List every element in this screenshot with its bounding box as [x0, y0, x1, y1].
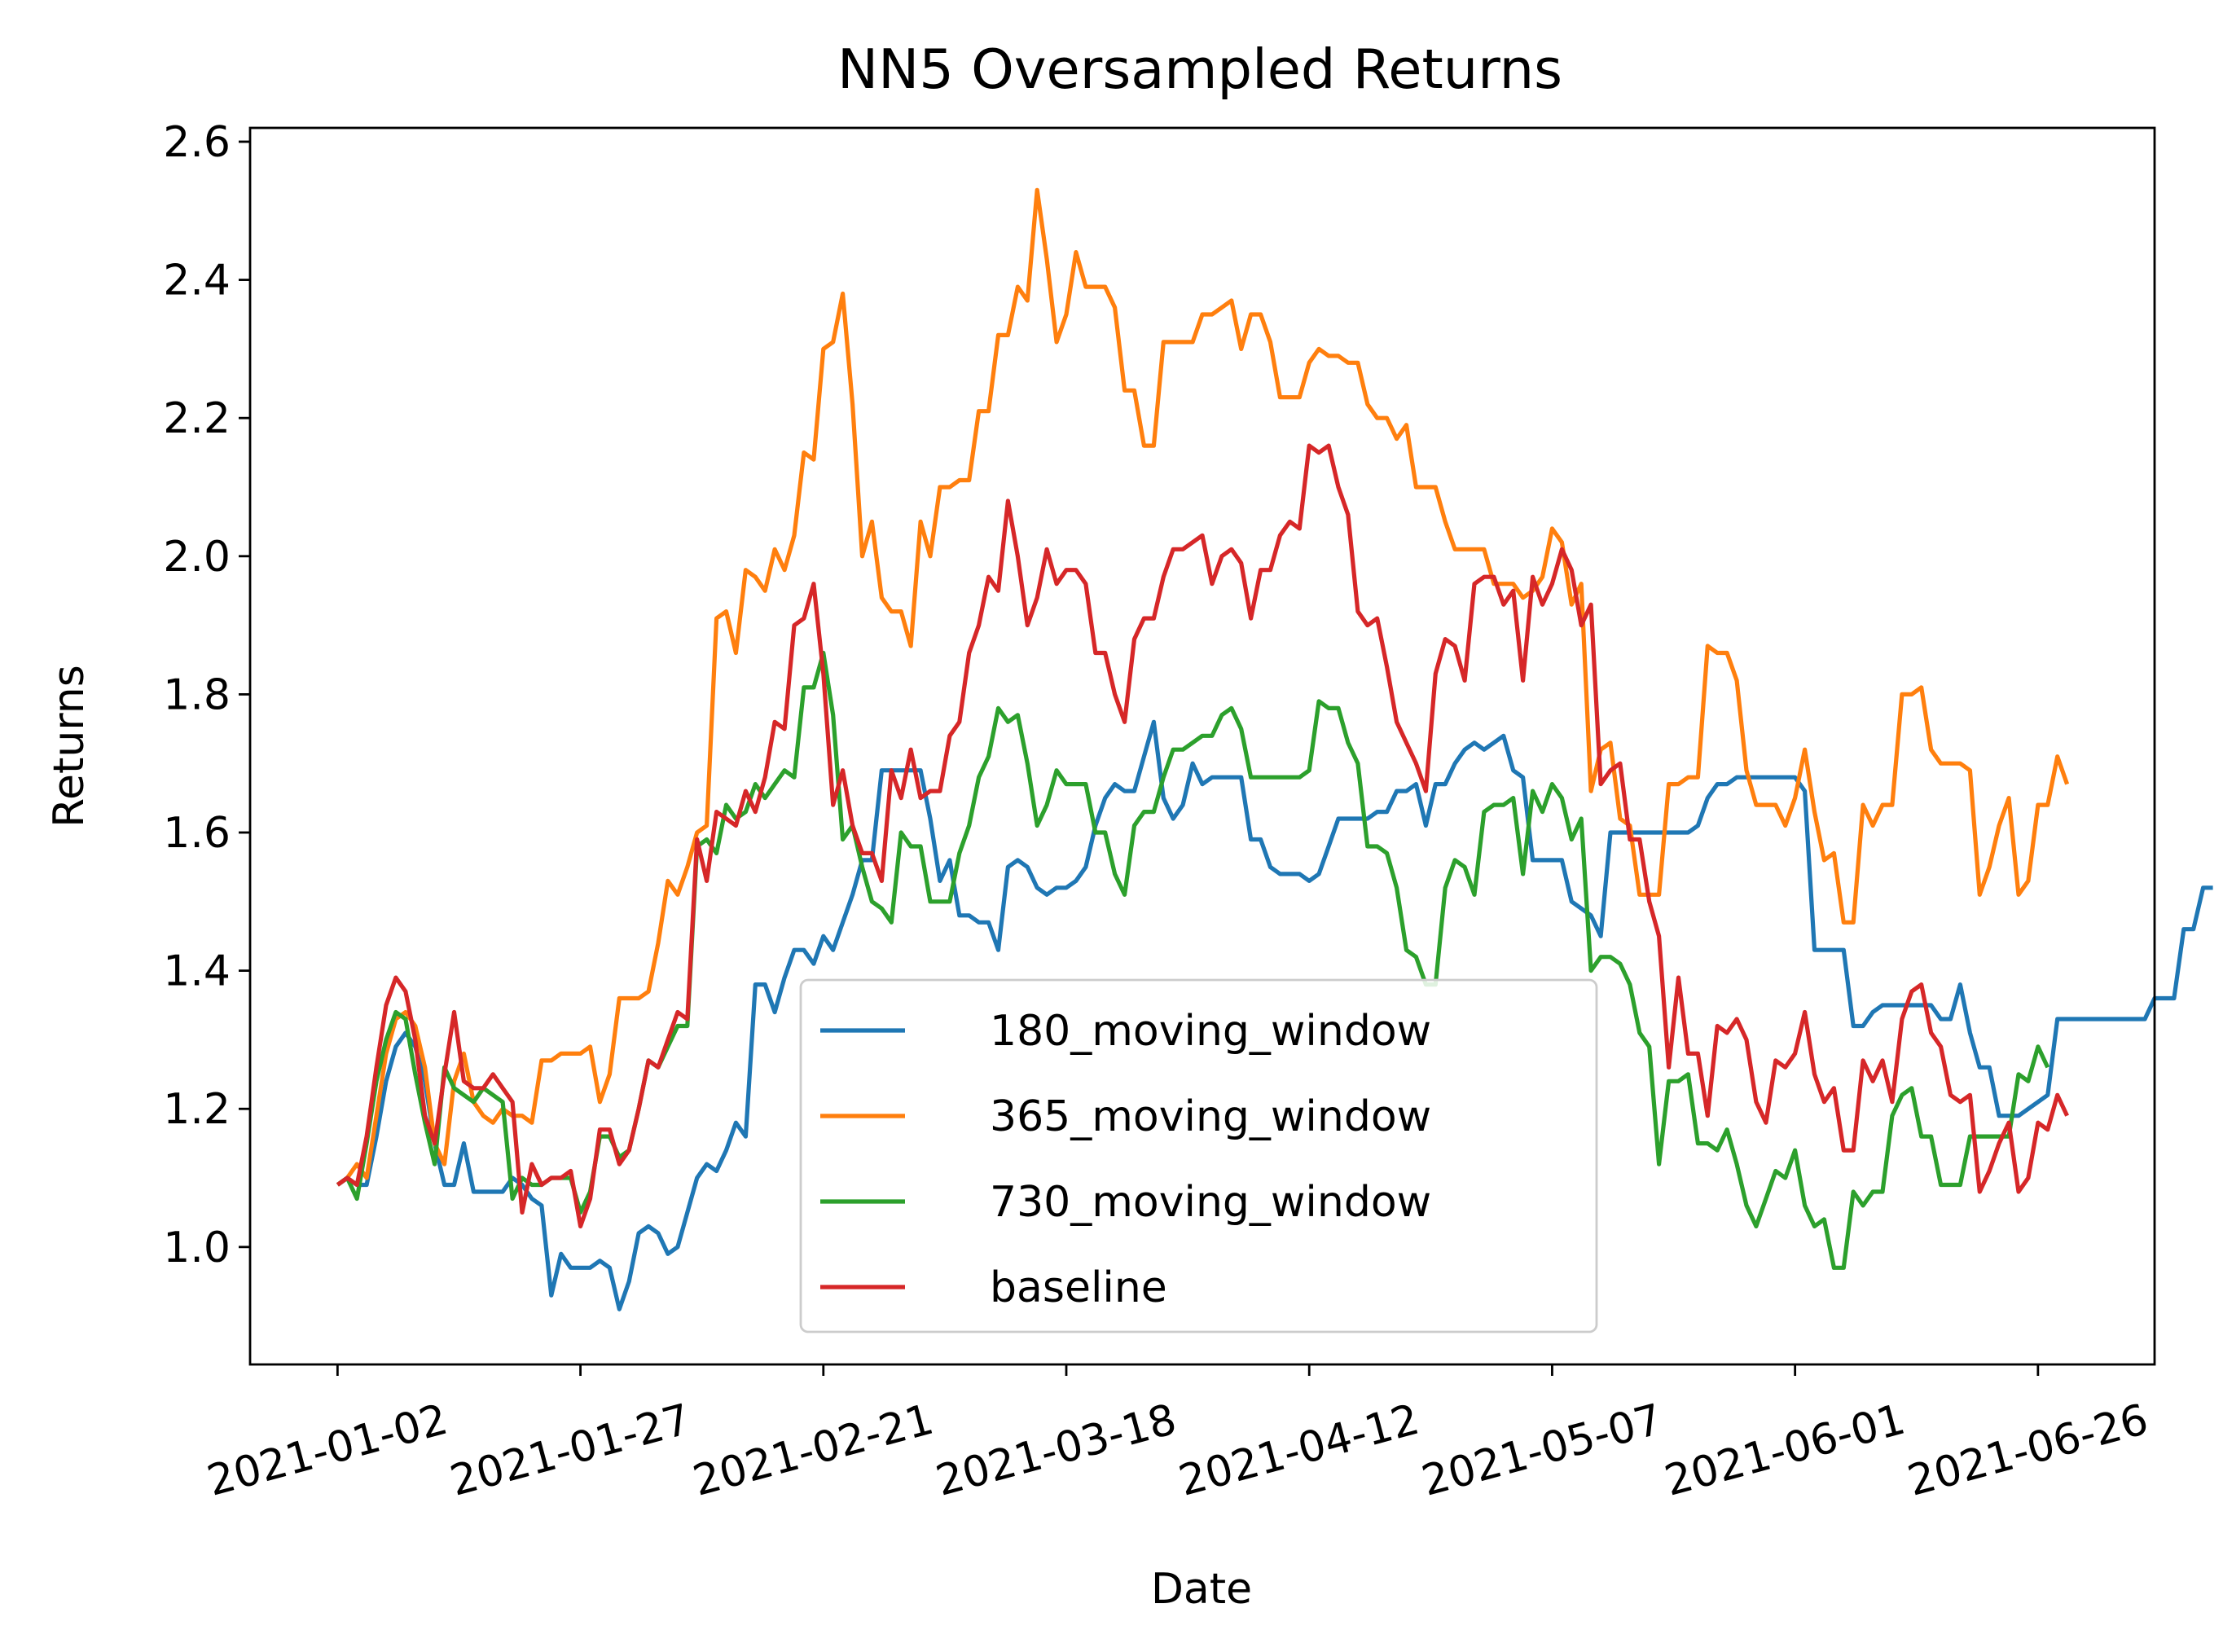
- y-tick-label: 1.6: [163, 809, 231, 858]
- plot-frame: [248, 126, 2156, 1366]
- x-axis-label: Date: [1151, 1565, 1252, 1614]
- y-tick-label: 2.0: [163, 533, 231, 582]
- legend-label: 180_moving_window: [990, 1007, 1431, 1056]
- series-layer: [336, 187, 2213, 1311]
- y-tick-label: 2.6: [163, 118, 231, 167]
- series-line-180_moving_window: [336, 719, 2213, 1311]
- legend-label: 730_moving_window: [990, 1178, 1431, 1227]
- y-tick-label: 1.0: [163, 1224, 231, 1272]
- series-line-365_moving_window: [336, 187, 2070, 1187]
- y-tick-label: 1.2: [163, 1085, 231, 1134]
- y-axis-label: Returns: [45, 665, 94, 828]
- y-tick-label: 2.4: [163, 257, 231, 305]
- legend: 180_moving_window 365_moving_window 730_mo…: [799, 978, 1598, 1333]
- legend-label: baseline: [990, 1263, 1167, 1312]
- legend-box: [799, 978, 1598, 1333]
- legend-label: 365_moving_window: [990, 1092, 1431, 1141]
- y-axis: 1.0 1.2 1.4 1.6 1.8 2.0 2.2 2.4 2.6: [163, 118, 250, 1272]
- series-line-730_moving_window: [336, 650, 2050, 1270]
- plot-area: [248, 126, 2213, 1366]
- y-tick-label: 2.2: [163, 394, 231, 443]
- chart-title: NN5 Oversampled Returns: [837, 37, 1562, 101]
- y-tick-label: 1.4: [163, 947, 231, 996]
- y-tick-label: 1.8: [163, 670, 231, 719]
- series-line-baseline: [336, 443, 2069, 1229]
